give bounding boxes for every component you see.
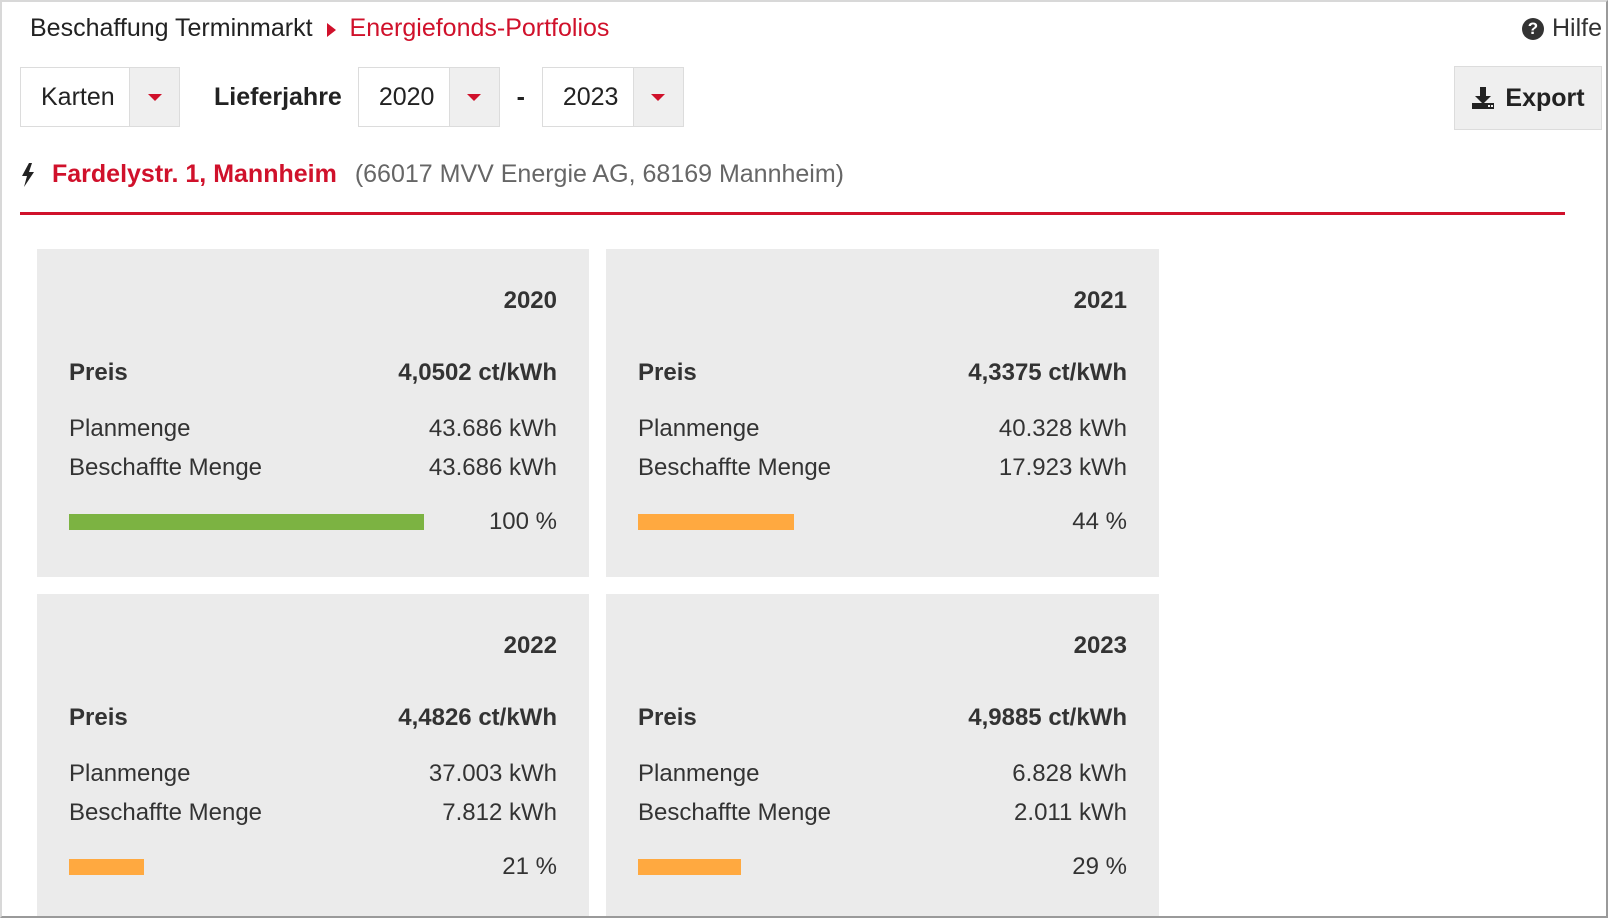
breadcrumb: Beschaffung Terminmarkt Energiefonds-Por… [30,14,609,43]
help-link[interactable]: ? Hilfe [1521,14,1602,43]
planned-row: Planmenge 43.686 kWh [69,415,557,443]
procured-row: Beschaffte Menge 2.011 kWh [638,799,1127,827]
progress-fill [638,514,795,530]
question-circle-icon: ? [1521,17,1544,40]
progress-percent: 44 % [1072,508,1127,535]
price-label: Preis [69,704,128,731]
view-mode-value: Karten [41,82,115,111]
planned-label: Planmenge [638,760,760,787]
location-detail: (66017 MVV Energie AG, 68169 Mannheim) [354,160,845,188]
planned-row: Planmenge 6.828 kWh [638,760,1127,788]
download-icon [1471,86,1495,110]
year-to-value: 2023 [562,82,619,111]
planned-row: Planmenge 37.003 kWh [69,760,557,788]
progress-bar [638,514,993,530]
delivery-years-label: Lieferjahre [214,82,342,111]
progress-bar [69,514,424,530]
planned-value: 43.686 kWh [428,415,557,442]
procured-value: 17.923 kWh [998,454,1127,481]
lightning-bolt-icon [20,162,36,187]
portfolio-card: 2021 Preis 4,3375 ct/kWh Planmenge 40.32… [606,249,1159,577]
price-value: 4,3375 ct/kWh [968,359,1127,386]
year-to-dropdown-button[interactable] [633,68,683,126]
progress-bar [638,859,993,875]
progress-fill [638,859,741,875]
price-row: Preis 4,4826 ct/kWh [69,704,557,732]
price-row: Preis 4,3375 ct/kWh [638,359,1127,387]
progress-fill [69,859,144,875]
export-button[interactable]: Export [1454,66,1602,130]
price-label: Preis [638,359,697,386]
help-label: Hilfe [1551,14,1602,42]
export-label: Export [1505,83,1585,112]
breadcrumb-current-page: Energiefonds-Portfolios [349,14,610,42]
progress-percent: 29 % [1072,853,1127,880]
price-row: Preis 4,9885 ct/kWh [638,704,1127,732]
portfolio-card: 2020 Preis 4,0502 ct/kWh Planmenge 43.68… [37,249,589,577]
procured-value: 2.011 kWh [1014,799,1127,826]
planned-value: 37.003 kWh [428,760,557,787]
section-divider [20,212,1565,215]
procured-row: Beschaffte Menge 43.686 kWh [69,454,557,482]
progress-bar [69,859,424,875]
procured-label: Beschaffte Menge [69,799,263,826]
planned-label: Planmenge [638,415,760,442]
card-year: 2023 [1073,632,1127,659]
breadcrumb-link-terminmarkt[interactable]: Beschaffung Terminmarkt [30,14,313,42]
procured-value: 43.686 kWh [428,454,557,481]
view-mode-dropdown-button[interactable] [129,68,179,126]
year-from-select[interactable]: 2020 [357,67,500,127]
price-label: Preis [638,704,697,731]
year-to-select[interactable]: 2023 [541,67,684,127]
progress-row: 29 % [638,852,1127,882]
location-header: Fardelystr. 1, Mannheim (66017 MVV Energ… [20,160,844,189]
year-range-separator: - [516,82,525,111]
procured-label: Beschaffte Menge [69,454,263,481]
price-value: 4,9885 ct/kWh [968,704,1127,731]
chevron-down-icon [467,93,482,101]
portfolio-cards-grid: 2020 Preis 4,0502 ct/kWh Planmenge 43.68… [37,249,1159,916]
price-label: Preis [69,359,128,386]
location-name: Fardelystr. 1, Mannheim [52,160,337,188]
planned-row: Planmenge 40.328 kWh [638,415,1127,443]
progress-percent: 100 % [488,508,557,535]
chevron-down-icon [147,93,162,101]
filter-toolbar: Karten Lieferjahre 2020 - 2023 [20,66,684,128]
procured-label: Beschaffte Menge [638,454,832,481]
planned-label: Planmenge [69,760,191,787]
progress-percent: 21 % [502,853,557,880]
card-year: 2021 [1073,287,1127,314]
progress-row: 21 % [69,852,557,882]
planned-value: 40.328 kWh [998,415,1127,442]
view-mode-select[interactable]: Karten [20,67,180,127]
chevron-down-icon [651,93,666,101]
year-from-value: 2020 [378,82,435,111]
planned-value: 6.828 kWh [1012,760,1127,787]
card-year: 2022 [503,632,557,659]
progress-row: 44 % [638,507,1127,537]
progress-row: 100 % [69,507,557,537]
price-value: 4,0502 ct/kWh [398,359,557,386]
progress-fill [69,514,424,530]
portfolio-card: 2022 Preis 4,4826 ct/kWh Planmenge 37.00… [37,594,589,916]
procured-row: Beschaffte Menge 7.812 kWh [69,799,557,827]
card-year: 2020 [503,287,557,314]
price-row: Preis 4,0502 ct/kWh [69,359,557,387]
portfolio-card: 2023 Preis 4,9885 ct/kWh Planmenge 6.828… [606,594,1159,916]
procured-value: 7.812 kWh [442,799,557,826]
price-value: 4,4826 ct/kWh [398,704,557,731]
breadcrumb-separator-icon [326,22,336,37]
procured-label: Beschaffte Menge [638,799,832,826]
year-from-dropdown-button[interactable] [449,68,499,126]
planned-label: Planmenge [69,415,191,442]
procured-row: Beschaffte Menge 17.923 kWh [638,454,1127,482]
